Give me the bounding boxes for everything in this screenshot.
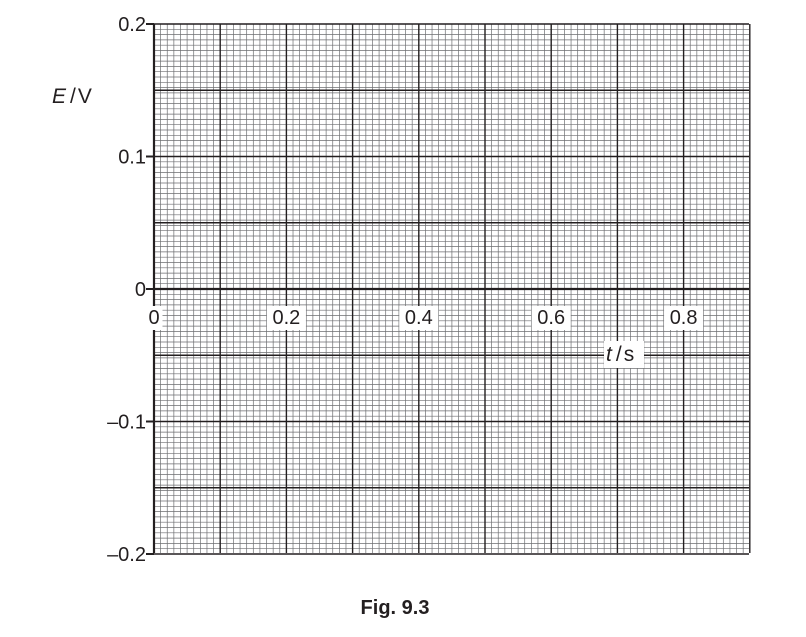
x-axis-label: t/s (606, 343, 634, 366)
x-tick-label-bg (266, 306, 306, 330)
y-axis-symbol: E (52, 85, 67, 108)
x-axis-symbol: t (606, 343, 613, 366)
y-tick-label: –0.1 (107, 412, 146, 434)
y-axis-label: E/V (52, 85, 92, 108)
y-tick-label: –0.2 (107, 544, 146, 566)
axes (146, 23, 749, 555)
x-tick-label: 0.6 (537, 307, 565, 329)
x-tick-label: 0.4 (405, 307, 433, 329)
y-axis-slash: / (70, 85, 76, 108)
x-tick-label-bg (531, 306, 571, 330)
y-tick-label: 0.2 (118, 14, 146, 36)
x-tick-label: 0.8 (670, 307, 698, 329)
y-axis-unit: V (78, 85, 92, 108)
figure-caption: Fig. 9.3 (361, 597, 430, 619)
x-tick-label-bg (664, 306, 704, 330)
y-tick-label: 0.1 (118, 147, 146, 169)
x-tick-label: 0 (148, 307, 159, 329)
x-tick-label-bg (399, 306, 439, 330)
x-tick-label: 0.2 (272, 307, 300, 329)
x-tick-label-bg (145, 306, 163, 330)
x-axis-slash: / (616, 343, 622, 366)
x-axis-label-bg (604, 341, 644, 368)
x-axis-unit: s (624, 343, 635, 366)
y-tick-labels: 0.2 0.1 0 –0.1 –0.2 (107, 14, 146, 566)
y-tick-label: 0 (135, 279, 146, 301)
x-tick-labels: 0 0.2 0.4 0.6 0.8 (145, 306, 704, 330)
